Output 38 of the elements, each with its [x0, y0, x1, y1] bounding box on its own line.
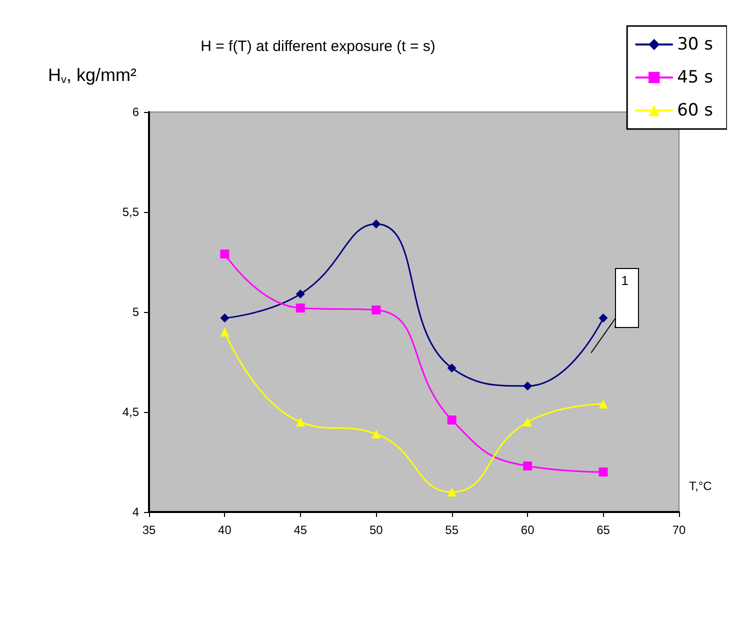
- point: [220, 328, 230, 336]
- callout: 1: [591, 268, 642, 354]
- point: [523, 382, 532, 390]
- chart-title: H = f(T) at different exposure (t = s): [200, 38, 436, 55]
- x-tick-label: 35: [142, 523, 156, 537]
- point: [447, 416, 456, 424]
- legend-label: 30 s: [677, 34, 714, 54]
- point: [220, 250, 230, 258]
- y-tick-label: 4,5: [122, 405, 140, 419]
- legend-label: 45 s: [677, 68, 714, 88]
- x-tick-label: 50: [369, 523, 384, 537]
- point: [598, 314, 608, 322]
- y-tick-label: 6: [132, 105, 140, 119]
- point: [447, 488, 456, 496]
- y-tick-label: 4: [132, 505, 140, 519]
- point: [296, 418, 305, 426]
- point: [372, 430, 381, 438]
- x-axis-title: T,°C: [689, 479, 712, 493]
- point: [296, 290, 305, 298]
- point: [372, 220, 381, 228]
- x-tick-label: 55: [445, 523, 459, 537]
- point: [220, 314, 230, 322]
- x-tick-label: 70: [672, 523, 686, 537]
- legend-label: 60 s: [677, 100, 714, 120]
- point: [598, 468, 608, 476]
- point: [523, 418, 532, 426]
- point: [296, 304, 305, 312]
- x-tick-label: 60: [520, 523, 535, 537]
- x-tick-label: 45: [294, 523, 308, 537]
- point: [447, 364, 456, 372]
- x-tick-label: 65: [596, 523, 610, 537]
- point: [598, 400, 608, 408]
- annotation: 1: [615, 268, 640, 328]
- point: [523, 462, 532, 470]
- y-tick-label: 5,5: [122, 205, 140, 219]
- y-tick-label: 5: [132, 305, 140, 319]
- x-tick-label: 40: [218, 523, 232, 537]
- point: [372, 306, 381, 314]
